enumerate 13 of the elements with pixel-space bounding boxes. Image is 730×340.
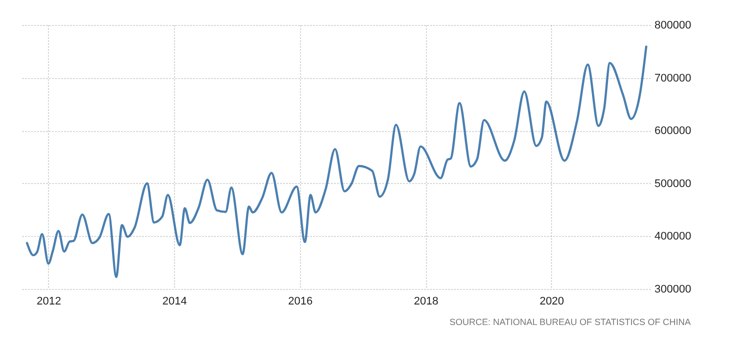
y-tick-label: 400000 (654, 230, 692, 243)
y-tick-label: 600000 (654, 125, 692, 138)
y-tick-label: 300000 (654, 284, 692, 296)
x-tick-label: 2012 (36, 296, 62, 308)
x-tick-label: 2020 (540, 296, 564, 308)
x-tick-label: 2018 (414, 296, 438, 308)
line-series (26, 46, 648, 278)
y-tick-label: 800000 (654, 20, 692, 32)
source-note: SOURCE: NATIONAL BUREAU OF STATISTICS OF CHINA (450, 317, 691, 327)
y-tick-label: 500000 (654, 178, 692, 190)
x-tick-label: 2016 (288, 296, 313, 308)
y-tick-label: 700000 (654, 72, 692, 84)
x-tick-label: 2014 (162, 296, 187, 308)
